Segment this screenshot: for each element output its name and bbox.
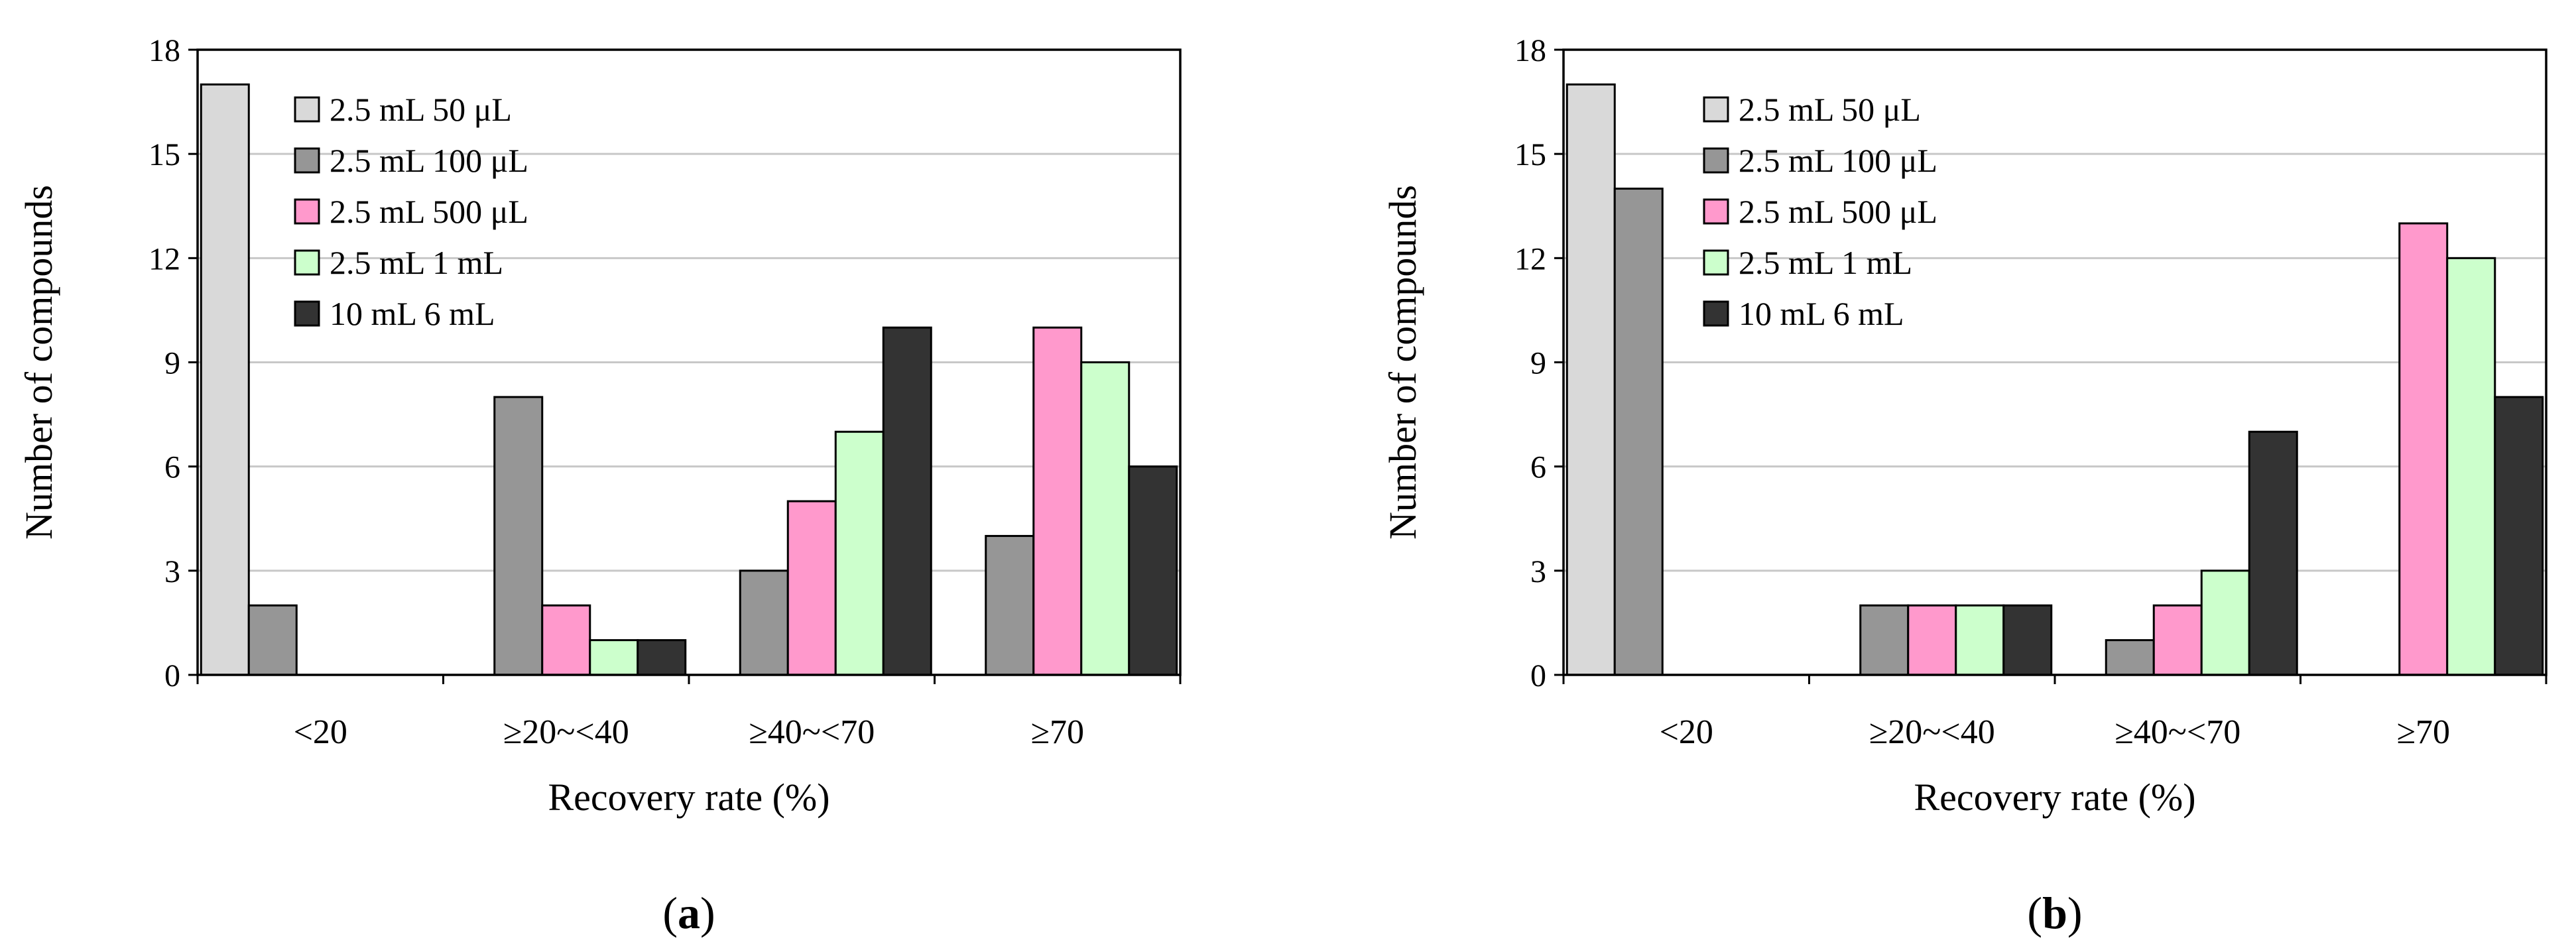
chart-panel-a: 0 3 6 9 12 15 18 <20 ≥20~<40 ≥40~<70 ≥70 Recovery r… <box>17 33 1182 938</box>
bar-2-5-ml-1-ml-1 <box>589 639 639 676</box>
legend-label: 2.5 mL 50 μL <box>1739 91 1921 128</box>
legend-swatch <box>1703 249 1729 276</box>
bar-2-5-ml-100-l-0 <box>1613 188 1664 676</box>
x-category-label: ≥40~<70 <box>2115 713 2240 751</box>
panel-label: (a) <box>662 888 715 938</box>
bar-2-5-ml-100-l-1 <box>493 396 544 676</box>
panel-label: (b) <box>2027 888 2082 938</box>
x-category-label: <20 <box>294 713 347 751</box>
y-tick-label: 12 <box>149 241 180 276</box>
x-category-label: ≥20~<40 <box>503 713 629 751</box>
x-category-label: ≥20~<40 <box>1869 713 1995 751</box>
legend-label: 2.5 mL 500 μL <box>1739 193 1937 230</box>
y-tick-label: 0 <box>164 658 180 693</box>
y-axis-title: Number of compounds <box>1381 185 1424 540</box>
legend-swatch <box>294 96 320 123</box>
y-tick-label: 9 <box>1530 346 1546 381</box>
bar-2-5-ml-1-ml-2 <box>834 430 885 676</box>
legend-swatch <box>294 198 320 225</box>
legend-label: 2.5 mL 1 mL <box>1739 244 1912 281</box>
y-tick-label: 6 <box>1530 450 1546 485</box>
legend-label: 2.5 mL 1 mL <box>330 244 503 281</box>
y-tick-label: 18 <box>149 33 180 68</box>
legend-swatch <box>1703 147 1729 174</box>
legend-label: 2.5 mL 100 μL <box>330 142 528 179</box>
legend-swatch <box>1703 300 1729 327</box>
y-tick-label: 18 <box>1514 33 1546 68</box>
y-tick-label: 9 <box>164 346 180 381</box>
y-tick-label: 0 <box>1530 658 1546 693</box>
bar-2-5-ml-100-l-2 <box>739 569 789 676</box>
legend-label: 2.5 mL 50 μL <box>330 91 512 128</box>
bar-2-5-ml-50-l-0 <box>1565 83 1616 676</box>
bar-2-5-ml-500-l-3 <box>2398 222 2449 676</box>
legend-swatch <box>294 249 320 276</box>
bar-10-ml-6-ml-2 <box>2248 430 2298 676</box>
bar-2-5-ml-1-ml-3 <box>1080 361 1131 676</box>
bar-10-ml-6-ml-3 <box>2494 396 2544 676</box>
legend-label: 2.5 mL 100 μL <box>1739 142 1937 179</box>
x-category-label: <20 <box>1660 713 1713 751</box>
bar-10-ml-6-ml-3 <box>1128 465 1178 676</box>
bar-10-ml-6-ml-1 <box>2002 604 2053 676</box>
bar-2-5-ml-100-l-0 <box>247 604 298 676</box>
legend-swatch <box>294 147 320 174</box>
bar-2-5-ml-100-l-2 <box>2105 639 2155 676</box>
legend-label: 2.5 mL 500 μL <box>330 193 528 230</box>
x-axis-title: Recovery rate (%) <box>1914 776 2195 819</box>
y-tick-label: 6 <box>164 450 180 485</box>
bar-2-5-ml-500-l-2 <box>786 500 837 676</box>
y-tick-label: 15 <box>1514 137 1546 172</box>
x-category-label: ≥70 <box>2396 713 2450 751</box>
legend-swatch <box>1703 198 1729 225</box>
y-tick-label: 12 <box>1514 241 1546 276</box>
x-category-label: ≥40~<70 <box>749 713 875 751</box>
y-tick-label: 15 <box>149 137 180 172</box>
bar-2-5-ml-1-ml-2 <box>2200 569 2250 676</box>
bar-2-5-ml-500-l-1 <box>541 604 591 676</box>
bar-2-5-ml-500-l-1 <box>1907 604 1957 676</box>
y-axis-title: Number of compounds <box>17 185 60 540</box>
bar-2-5-ml-100-l-1 <box>1859 604 1910 676</box>
x-axis-title: Recovery rate (%) <box>548 776 829 819</box>
bar-2-5-ml-1-ml-1 <box>1955 604 2005 676</box>
legend-label: 10 mL 6 mL <box>1739 295 1904 332</box>
bar-2-5-ml-500-l-2 <box>2152 604 2203 676</box>
legend-swatch <box>294 300 320 327</box>
bar-10-ml-6-ml-1 <box>637 639 687 676</box>
bar-2-5-ml-100-l-3 <box>985 534 1035 676</box>
legend-swatch <box>1703 96 1729 123</box>
y-tick-label: 3 <box>1530 554 1546 589</box>
bar-2-5-ml-500-l-3 <box>1032 326 1083 676</box>
bar-2-5-ml-1-ml-3 <box>2446 257 2496 676</box>
bar-10-ml-6-ml-2 <box>882 326 932 676</box>
legend-label: 10 mL 6 mL <box>330 295 495 332</box>
y-tick-label: 3 <box>164 554 180 589</box>
chart-panel-b: 0 3 6 9 12 15 18 <20 ≥20~<40 ≥40~<70 ≥70 Recovery r… <box>1381 33 2547 938</box>
bar-2-5-ml-50-l-0 <box>200 83 250 676</box>
x-category-label: ≥70 <box>1030 713 1084 751</box>
